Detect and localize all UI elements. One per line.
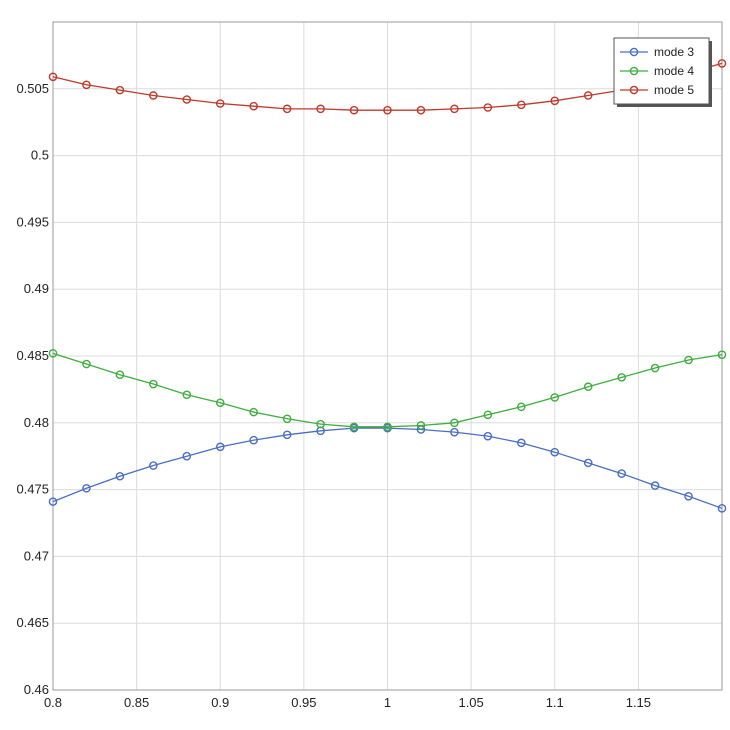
y-tick-label: 0.505 <box>16 81 49 96</box>
data-point <box>416 105 426 115</box>
x-axis-tick-labels: 0.8 0.85 0.9 0.95 1 1.05 1.1 1.15 <box>44 695 651 710</box>
legend-item: mode 4 <box>620 64 694 78</box>
plot-area-frame <box>52 21 723 691</box>
data-point <box>215 398 225 408</box>
data-point <box>115 370 125 380</box>
legend-label: mode 5 <box>654 83 694 97</box>
data-point <box>82 483 91 493</box>
x-tick-label: 1 <box>384 695 391 710</box>
x-tick-label: 1.15 <box>626 695 651 710</box>
data-point <box>316 104 325 114</box>
y-tick-label: 0.46 <box>24 682 49 697</box>
data-point <box>115 85 125 95</box>
data-point <box>115 471 125 481</box>
data-point <box>483 431 493 441</box>
y-tick-label: 0.485 <box>16 348 49 363</box>
series-layer <box>48 59 727 513</box>
data-point <box>483 103 493 112</box>
series-line <box>52 427 723 509</box>
data-point <box>650 481 660 490</box>
data-point <box>383 422 392 432</box>
legend-item: mode 5 <box>620 83 694 97</box>
legend-marker <box>629 47 639 57</box>
data-point <box>82 80 91 90</box>
x-tick-label: 1.05 <box>458 695 483 710</box>
data-point <box>617 469 626 478</box>
x-tick-label: 0.9 <box>211 695 229 710</box>
x-tick-label: 0.95 <box>291 695 316 710</box>
data-point <box>249 101 258 111</box>
data-point <box>650 363 660 373</box>
data-point <box>617 373 626 382</box>
data-point <box>282 414 292 424</box>
data-point <box>82 359 91 369</box>
data-point <box>583 382 593 392</box>
data-point <box>48 72 58 82</box>
data-point <box>550 447 560 457</box>
data-point <box>717 59 727 68</box>
series-mode-4 <box>48 349 727 432</box>
x-tick-label: 1.1 <box>546 695 564 710</box>
data-point <box>583 458 593 468</box>
data-point <box>517 402 526 412</box>
y-tick-label: 0.475 <box>16 482 49 497</box>
data-point <box>684 491 693 501</box>
x-tick-label: 0.8 <box>44 695 62 710</box>
data-point <box>450 104 459 114</box>
data-point <box>48 349 58 358</box>
data-point <box>149 461 158 470</box>
legend-marker <box>629 85 639 95</box>
x-tick-label: 0.85 <box>124 695 149 710</box>
legend-marker <box>629 66 639 76</box>
data-point <box>550 96 560 106</box>
data-point <box>717 350 727 359</box>
y-tick-label: 0.495 <box>16 214 49 229</box>
data-point <box>349 422 359 432</box>
legend-item: mode 3 <box>620 45 694 59</box>
data-point <box>450 418 459 428</box>
data-point <box>282 430 292 440</box>
data-point <box>316 419 325 429</box>
y-axis-tick-labels: 0.460.4650.470.4750.480.4850.490.4950.50… <box>16 81 49 697</box>
legend: mode 3 mode 4 mode 5 <box>613 37 712 107</box>
data-point <box>215 99 225 108</box>
data-point <box>483 410 493 420</box>
y-tick-label: 0.465 <box>16 615 49 630</box>
data-point <box>717 504 727 513</box>
data-point <box>249 435 258 445</box>
data-point <box>517 100 526 110</box>
data-point <box>550 393 560 402</box>
legend-label: mode 3 <box>654 45 694 59</box>
data-point <box>48 497 58 506</box>
data-point <box>149 91 158 100</box>
y-tick-label: 0.5 <box>31 148 49 163</box>
y-tick-label: 0.47 <box>24 548 49 563</box>
data-point <box>583 91 593 100</box>
data-point <box>416 421 426 430</box>
series-line <box>52 352 723 428</box>
data-point <box>182 95 192 104</box>
legend-label: mode 4 <box>654 64 694 78</box>
y-tick-label: 0.49 <box>24 281 49 296</box>
series-mode-3 <box>48 423 727 513</box>
data-point <box>282 104 292 114</box>
data-point <box>383 105 392 115</box>
data-point <box>684 355 693 365</box>
data-point <box>349 105 359 115</box>
data-point <box>517 438 526 448</box>
data-point <box>182 451 192 461</box>
data-point <box>215 442 225 452</box>
data-point <box>149 379 158 389</box>
data-point <box>182 390 192 400</box>
y-tick-label: 0.48 <box>24 415 49 430</box>
data-point <box>249 407 258 417</box>
series-line <box>52 62 723 111</box>
data-point <box>450 427 459 437</box>
